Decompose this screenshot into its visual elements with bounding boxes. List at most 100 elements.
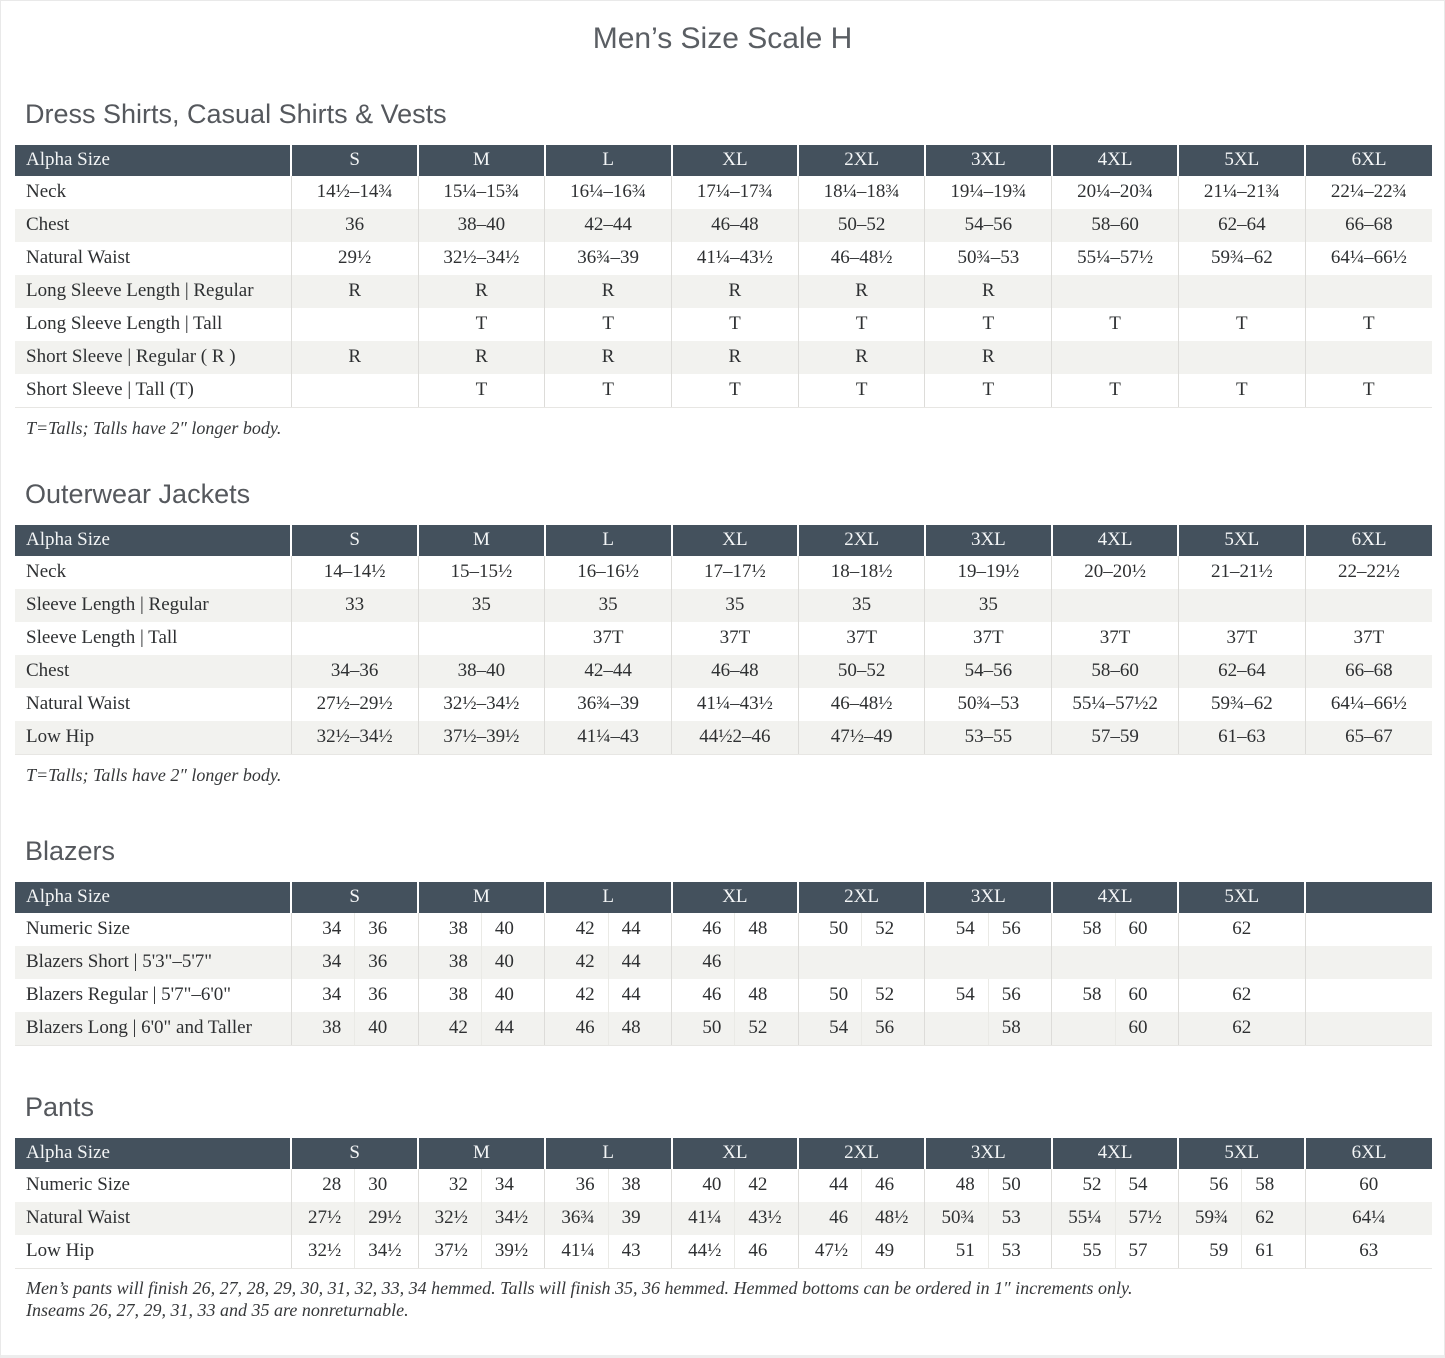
page-title: Men’s Size Scale H bbox=[592, 22, 853, 55]
size-cell: T bbox=[417, 374, 545, 408]
header-row: Alpha Size S M L XL 2XL 3XL 4XL 5XL 6XL bbox=[15, 525, 1432, 556]
size-cell: 38–40 bbox=[417, 209, 545, 242]
size-cell: 42–44 bbox=[544, 209, 672, 242]
table-row: Numeric Size 34 36 38 40 42 44 46 48 50 52 54 56 58 60… bbox=[15, 913, 1432, 946]
column-header-label: Alpha Size bbox=[15, 525, 292, 556]
size-cell: R bbox=[290, 341, 419, 374]
size-cell: 64¼–66½ bbox=[1304, 688, 1432, 721]
size-cell: 42–44 bbox=[544, 655, 672, 688]
size-cell: 38–40 bbox=[417, 655, 545, 688]
size-cell: R bbox=[797, 341, 925, 374]
size-cell: 44 bbox=[607, 946, 672, 979]
size-cell: 34½ bbox=[354, 1235, 419, 1269]
header-row: Alpha Size S M L XL 2XL 3XL 4XL 5XL bbox=[15, 882, 1432, 913]
row-label: Blazers Long | 6'0" and Taller bbox=[15, 1012, 292, 1046]
size-cell: 33 bbox=[290, 589, 419, 622]
size-cell: R bbox=[797, 275, 925, 308]
row-label: Low Hip bbox=[15, 721, 292, 755]
size-cell: 44 bbox=[607, 913, 672, 946]
size-cell: 32½–34½ bbox=[417, 242, 545, 275]
size-cell: 40 bbox=[480, 979, 545, 1012]
row-label: Low Hip bbox=[15, 1235, 292, 1269]
column-header-size bbox=[1304, 882, 1432, 913]
column-header-size: 2XL bbox=[797, 525, 925, 556]
size-cell: 60 bbox=[1304, 1169, 1432, 1202]
size-cell: 62 bbox=[1241, 1202, 1306, 1235]
size-cell bbox=[1051, 1012, 1116, 1046]
column-header-size: 2XL bbox=[797, 145, 925, 176]
size-cell bbox=[290, 308, 419, 341]
column-header-size: 4XL bbox=[1050, 525, 1179, 556]
table-row: Chest 36 38–40 42–44 46–48 50–52 54–56 58–60 62–… bbox=[15, 209, 1432, 242]
size-cell: 46 bbox=[861, 1169, 925, 1202]
size-cell: 48½ bbox=[861, 1202, 925, 1235]
table-row: Numeric Size 28 30 32 34 36 38 40 42 44 46 48 50 52 54… bbox=[15, 1169, 1432, 1202]
size-cell: 27½ bbox=[290, 1202, 355, 1235]
size-cell: 40 bbox=[480, 913, 545, 946]
table-row: Long Sleeve Length | Regular R R R R R R bbox=[15, 275, 1432, 308]
table-row: Short Sleeve | Regular ( R ) R R R R R R bbox=[15, 341, 1432, 374]
size-cell: 52 bbox=[734, 1012, 799, 1046]
size-cell bbox=[1304, 275, 1432, 308]
column-header-size: 4XL bbox=[1050, 1138, 1179, 1169]
size-cell: 35 bbox=[924, 589, 1052, 622]
size-cell: 62 bbox=[1177, 979, 1306, 1012]
column-header-label: Alpha Size bbox=[15, 145, 292, 176]
size-cell: 48 bbox=[734, 979, 799, 1012]
column-header-size: XL bbox=[670, 145, 799, 176]
size-cell: 47½–49 bbox=[797, 721, 925, 755]
size-cell: 42 bbox=[544, 913, 609, 946]
size-cell: 46–48 bbox=[671, 209, 799, 242]
column-header-size: L bbox=[543, 525, 672, 556]
size-cell bbox=[924, 946, 1052, 979]
row-label: Sleeve Length | Tall bbox=[26, 627, 178, 648]
row-label: Long Sleeve Length | Regular bbox=[15, 275, 292, 308]
table-row: Neck 14½–14¾ 15¼–15¾ 16¼–16¾ 17¼–17¾ 18¼–18¾ 1… bbox=[15, 176, 1432, 209]
column-header-size: M bbox=[417, 1138, 545, 1169]
size-cell: 46 bbox=[734, 1235, 799, 1269]
size-cell: 56 bbox=[987, 979, 1052, 1012]
size-cell: 35 bbox=[671, 589, 799, 622]
size-cell: 48 bbox=[734, 913, 799, 946]
size-cell bbox=[1051, 589, 1179, 622]
row-label: Numeric Size bbox=[26, 918, 130, 939]
size-cell: 50 bbox=[987, 1169, 1052, 1202]
row-label: Natural Waist bbox=[15, 1202, 292, 1235]
size-cell: 42 bbox=[417, 1012, 482, 1046]
row-label: Blazers Regular | 5'7"–6'0" bbox=[26, 984, 232, 1005]
size-cell: 55¼–57½2 bbox=[1051, 688, 1179, 721]
size-cell: 46–48 bbox=[671, 655, 799, 688]
size-cell: 34 bbox=[480, 1169, 545, 1202]
size-cell: 40 bbox=[670, 1169, 735, 1202]
size-cell: 41¼–43½ bbox=[671, 242, 799, 275]
section-heading-dress-shirts: Dress Shirts, Casual Shirts & Vests bbox=[25, 99, 447, 129]
size-cell: 34½ bbox=[480, 1202, 545, 1235]
size-cell bbox=[1304, 589, 1432, 622]
size-cell: 19¼–19¾ bbox=[924, 176, 1052, 209]
section-blazers: Blazers Alpha Size S M L XL 2XL 3XL 4XL 5XL Numer… bbox=[1, 836, 1444, 1046]
column-header-size: S bbox=[290, 1138, 419, 1169]
table-row: Blazers Long | 6'0" and Taller 38 40 42 44 46… bbox=[15, 1012, 1432, 1046]
size-cell: 46–48½ bbox=[797, 242, 925, 275]
size-cell: 50 bbox=[670, 1012, 735, 1046]
size-cell: 34–36 bbox=[290, 655, 419, 688]
size-cell: 32½ bbox=[417, 1202, 482, 1235]
size-cell: 54–56 bbox=[924, 655, 1052, 688]
section-heading-pants: Pants bbox=[25, 1092, 95, 1122]
size-cell: 46 bbox=[670, 979, 735, 1012]
size-cell: 36 bbox=[290, 209, 419, 242]
size-cell: 46 bbox=[797, 1202, 862, 1235]
size-cell: 37½ bbox=[417, 1235, 482, 1269]
size-cell: 36¾–39 bbox=[544, 688, 672, 721]
size-cell: T bbox=[671, 308, 799, 341]
size-cell: 44½2–46 bbox=[671, 721, 799, 755]
size-cell: T bbox=[924, 374, 1052, 408]
size-cell: 18¼–18¾ bbox=[797, 176, 925, 209]
size-cell: 46–48½ bbox=[797, 688, 925, 721]
size-cell: 42 bbox=[544, 946, 609, 979]
size-cell: 58–60 bbox=[1051, 209, 1179, 242]
size-cell: 46 bbox=[544, 1012, 609, 1046]
size-cell: 55¼ bbox=[1051, 1202, 1116, 1235]
size-cell: 54 bbox=[1114, 1169, 1179, 1202]
